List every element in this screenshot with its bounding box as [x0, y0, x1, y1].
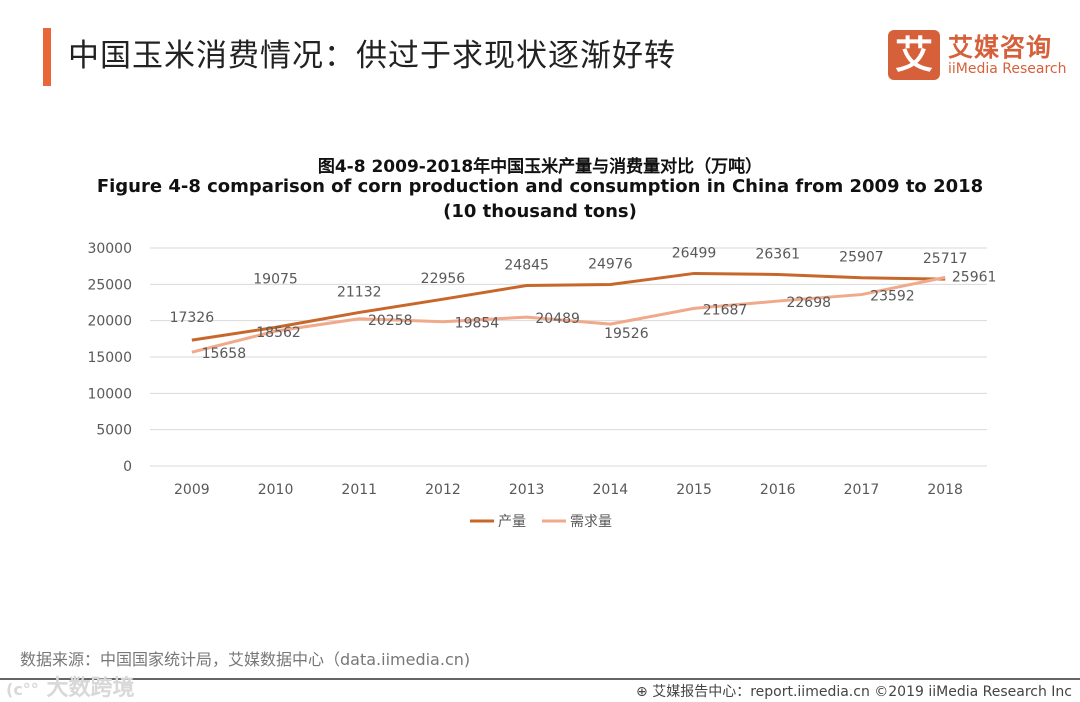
legend-label: 需求量 [570, 514, 612, 530]
data-label: 25961 [952, 269, 997, 285]
y-tick-label: 5000 [96, 423, 132, 439]
data-label: 17326 [170, 310, 215, 326]
y-tick-label: 30000 [87, 241, 132, 257]
data-label: 24976 [588, 257, 633, 273]
x-tick-label: 2011 [341, 482, 377, 498]
data-label: 23592 [870, 289, 915, 305]
x-tick-label: 2014 [593, 482, 629, 498]
data-label: 20489 [535, 311, 580, 327]
series-line-0 [191, 271, 946, 342]
y-tick-label: 15000 [87, 350, 132, 366]
series-line-1 [191, 275, 946, 354]
data-label: 21132 [337, 284, 382, 300]
iimedia-logo: 艾 艾媒咨询 iiMedia Research [888, 30, 1068, 82]
data-label: 26499 [672, 245, 717, 261]
data-label: 21687 [703, 302, 748, 318]
logo-mark: 艾 [888, 30, 940, 80]
line-chart: 0 5000 10000 15000 20000 25000 30000 2009 2010 20… [87, 241, 997, 530]
x-tick-label: 2015 [676, 482, 712, 498]
logo-en-text: iiMedia Research [948, 61, 1067, 77]
data-label: 19526 [604, 326, 649, 342]
x-tick-label: 2012 [425, 482, 461, 498]
data-label: 25717 [923, 251, 968, 267]
data-source: 数据来源：中国国家统计局，艾媒数据中心（data.iimedia.cn) [20, 650, 471, 669]
watermark-text: 大数跨境 [46, 676, 135, 701]
data-label: 26361 [755, 246, 800, 262]
y-tick-label: 0 [123, 459, 132, 475]
y-tick-label: 10000 [87, 386, 132, 402]
data-label: 20258 [368, 313, 413, 329]
x-tick-label: 2010 [258, 482, 294, 498]
data-label: 25907 [839, 250, 884, 266]
y-tick-label: 25000 [87, 277, 132, 293]
data-label: 19075 [253, 271, 298, 287]
data-label: 18562 [256, 325, 301, 341]
watermark: (c°° 大数跨境 [6, 670, 134, 702]
watermark-icon: (c°° [6, 680, 39, 699]
title-accent-bar [43, 28, 51, 86]
x-tick-label: 2018 [927, 482, 963, 498]
x-tick-label: 2017 [844, 482, 880, 498]
globe-icon: ⊕ [636, 684, 648, 700]
chart-title: 图4-8 2009-2018年中国玉米产量与消费量对比（万吨） [317, 157, 763, 177]
footer-copyright: 艾媒报告中心：report.iimedia.cn ©2019 iiMedia R… [652, 684, 1072, 700]
data-label: 22956 [421, 271, 466, 287]
data-label: 24845 [504, 257, 549, 273]
legend-label: 产量 [498, 514, 526, 530]
x-tick-label: 2009 [174, 482, 210, 498]
data-label: 22698 [786, 295, 831, 311]
data-label: 15658 [202, 346, 247, 362]
page-title: 中国玉米消费情况：供过于求现状逐渐好转 [68, 38, 676, 74]
logo-cn-text: 艾媒咨询 [948, 33, 1053, 62]
y-tick-label: 20000 [87, 314, 132, 330]
footer-divider [0, 678, 1080, 680]
data-label: 19854 [455, 316, 500, 332]
x-tick-label: 2016 [760, 482, 796, 498]
x-tick-label: 2013 [509, 482, 545, 498]
chart-subtitle-units: (10 thousand tons) [443, 201, 637, 222]
footer-text: ⊕ 艾媒报告中心：report.iimedia.cn ©2019 iiMedia… [636, 681, 1072, 701]
chart-subtitle: Figure 4-8 comparison of corn production… [96, 176, 984, 197]
